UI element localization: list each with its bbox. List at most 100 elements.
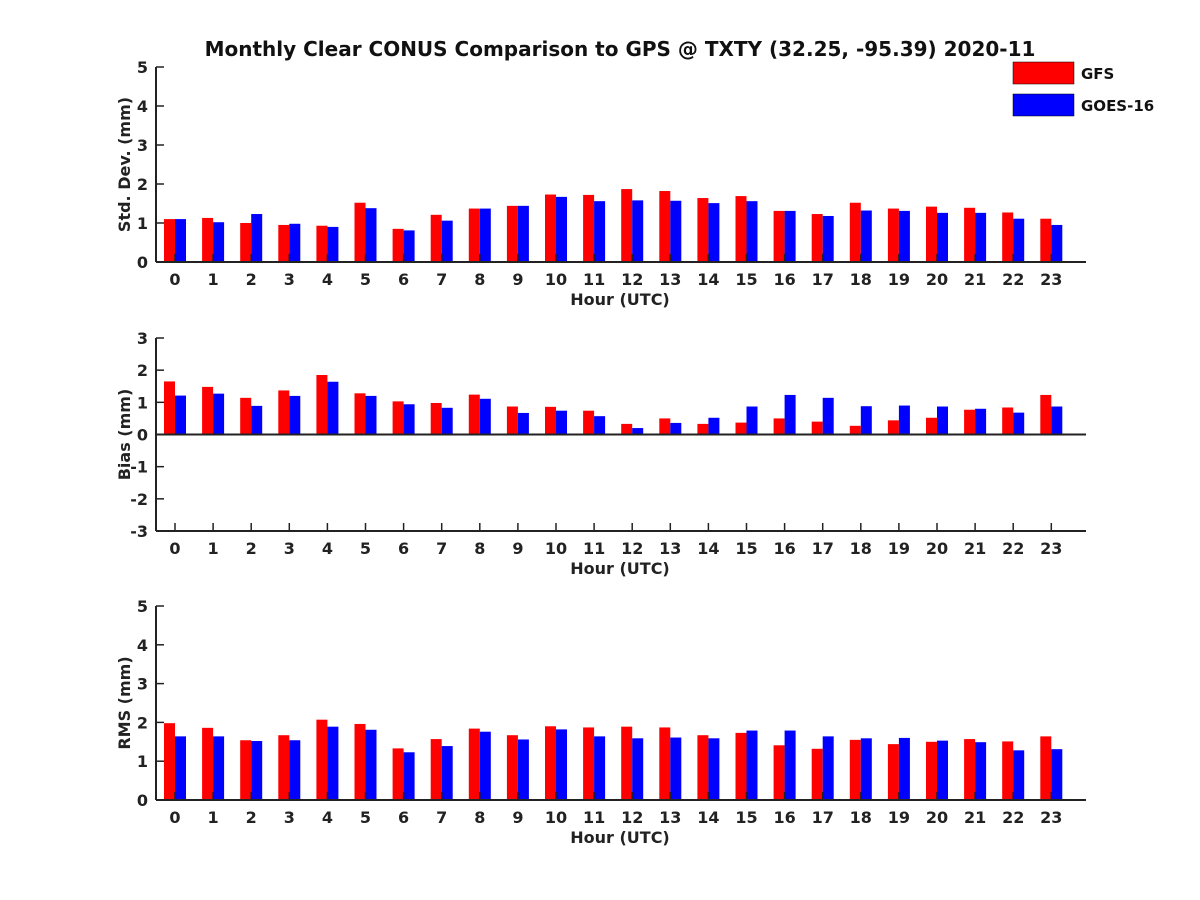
x-tick-label-std-dev-20: 20 — [926, 270, 948, 289]
y-tick-label-bias-0: -3 — [130, 522, 148, 541]
bar-bias-goes16-hour-2 — [251, 405, 263, 435]
bar-bias-gfs-hour-0 — [164, 381, 175, 435]
bar-bias-goes16-hour-5 — [365, 395, 377, 435]
bar-bias-gfs-hour-17 — [811, 421, 823, 435]
x-tick-label-std-dev-13: 13 — [659, 270, 681, 289]
bar-std-dev-goes16-hour-10 — [556, 196, 567, 262]
bar-rms-goes16-hour-18 — [860, 738, 872, 800]
bar-bias-gfs-hour-23 — [1040, 394, 1052, 435]
y-axis-label-std-dev: Std. Dev. (mm) — [115, 97, 134, 232]
y-tick-label-bias-6: 3 — [137, 329, 148, 348]
bar-std-dev-goes16-hour-17 — [822, 215, 834, 262]
bar-bias-gfs-hour-6 — [392, 401, 404, 435]
bar-bias-gfs-hour-21 — [964, 409, 976, 435]
x-tick-label-rms-3: 3 — [284, 808, 295, 827]
bar-bias-goes16-hour-14 — [708, 417, 720, 435]
x-tick-label-bias-16: 16 — [773, 539, 795, 558]
y-axis-label-rms: RMS (mm) — [115, 656, 134, 749]
x-tick-label-bias-18: 18 — [850, 539, 872, 558]
bar-std-dev-gfs-hour-19 — [887, 208, 899, 262]
bar-std-dev-gfs-hour-9 — [506, 205, 518, 262]
bar-std-dev-gfs-hour-21 — [964, 207, 976, 262]
bar-bias-gfs-hour-14 — [697, 423, 709, 435]
bar-std-dev-gfs-hour-13 — [659, 191, 671, 262]
bar-rms-gfs-hour-9 — [506, 735, 518, 800]
x-tick-label-bias-15: 15 — [735, 539, 757, 558]
bar-std-dev-gfs-hour-20 — [926, 206, 937, 262]
x-tick-label-rms-16: 16 — [773, 808, 795, 827]
bar-std-dev-goes16-hour-9 — [517, 205, 529, 262]
x-tick-label-std-dev-6: 6 — [398, 270, 409, 289]
bar-std-dev-gfs-hour-12 — [621, 189, 633, 262]
bar-rms-gfs-hour-4 — [316, 719, 328, 800]
bar-std-dev-goes16-hour-8 — [479, 208, 491, 262]
x-axis-label-bias: Hour (UTC) — [570, 559, 670, 578]
bar-bias-gfs-hour-20 — [926, 417, 937, 435]
bar-rms-goes16-hour-19 — [898, 737, 910, 800]
x-tick-label-std-dev-9: 9 — [512, 270, 523, 289]
bar-std-dev-goes16-hour-19 — [898, 210, 910, 262]
x-tick-label-rms-11: 11 — [583, 808, 605, 827]
x-tick-label-rms-15: 15 — [735, 808, 757, 827]
bar-rms-goes16-hour-14 — [708, 738, 720, 800]
bar-std-dev-gfs-hour-0 — [164, 219, 175, 262]
bar-std-dev-gfs-hour-15 — [735, 196, 747, 262]
y-tick-label-bias-3: 0 — [137, 426, 148, 445]
legend-swatch-gfs — [1012, 61, 1075, 85]
x-tick-label-bias-1: 1 — [208, 539, 219, 558]
bar-std-dev-goes16-hour-14 — [708, 203, 720, 262]
bar-rms-goes16-hour-12 — [632, 738, 644, 800]
bar-bias-goes16-hour-23 — [1051, 406, 1063, 435]
bar-rms-goes16-hour-4 — [327, 726, 339, 800]
bar-bias-goes16-hour-0 — [175, 395, 186, 435]
bar-bias-goes16-hour-6 — [403, 404, 415, 435]
y-tick-label-std-dev-5: 5 — [137, 58, 148, 77]
bar-rms-goes16-hour-11 — [594, 736, 606, 800]
bar-bias-gfs-hour-2 — [240, 397, 252, 435]
bar-rms-gfs-hour-7 — [430, 739, 442, 800]
bar-std-dev-goes16-hour-3 — [289, 223, 301, 262]
bar-rms-goes16-hour-13 — [670, 737, 682, 800]
bar-bias-goes16-hour-4 — [327, 381, 339, 435]
y-tick-label-bias-5: 2 — [137, 361, 148, 380]
bar-bias-gfs-hour-4 — [316, 374, 328, 435]
legend-label-goes16: GOES-16 — [1081, 97, 1154, 115]
x-tick-label-bias-23: 23 — [1040, 539, 1062, 558]
x-tick-label-std-dev-17: 17 — [812, 270, 834, 289]
y-tick-label-bias-1: -2 — [130, 490, 148, 509]
y-tick-label-rms-1: 1 — [137, 752, 148, 771]
x-tick-label-bias-6: 6 — [398, 539, 409, 558]
bar-rms-gfs-hour-2 — [240, 740, 252, 800]
bar-std-dev-goes16-hour-6 — [403, 230, 415, 262]
x-tick-label-bias-11: 11 — [583, 539, 605, 558]
bar-std-dev-goes16-hour-5 — [365, 208, 377, 262]
x-tick-label-rms-8: 8 — [474, 808, 485, 827]
bar-rms-goes16-hour-5 — [365, 729, 377, 800]
x-tick-label-bias-14: 14 — [697, 539, 719, 558]
bar-rms-gfs-hour-8 — [468, 728, 480, 800]
bar-bias-gfs-hour-22 — [1002, 407, 1014, 435]
bar-std-dev-goes16-hour-20 — [937, 212, 948, 262]
x-tick-label-std-dev-22: 22 — [1002, 270, 1024, 289]
bar-std-dev-goes16-hour-13 — [670, 200, 682, 262]
bar-std-dev-gfs-hour-14 — [697, 198, 709, 262]
bar-rms-gfs-hour-6 — [392, 748, 404, 800]
bar-rms-gfs-hour-14 — [697, 735, 709, 800]
bar-std-dev-goes16-hour-11 — [594, 201, 606, 262]
legend-label-gfs: GFS — [1081, 65, 1114, 83]
y-tick-label-rms-0: 0 — [137, 791, 148, 810]
bar-bias-gfs-hour-10 — [545, 406, 556, 435]
bar-std-dev-gfs-hour-10 — [545, 194, 556, 262]
x-tick-label-bias-9: 9 — [512, 539, 523, 558]
bar-rms-gfs-hour-19 — [887, 744, 899, 800]
bar-rms-gfs-hour-18 — [849, 739, 861, 800]
y-tick-label-std-dev-2: 2 — [137, 175, 148, 194]
bar-rms-gfs-hour-12 — [621, 726, 633, 800]
x-tick-label-bias-20: 20 — [926, 539, 948, 558]
bar-bias-goes16-hour-19 — [898, 405, 910, 435]
x-tick-label-rms-20: 20 — [926, 808, 948, 827]
bar-std-dev-gfs-hour-11 — [583, 194, 595, 262]
x-tick-label-rms-13: 13 — [659, 808, 681, 827]
bar-std-dev-goes16-hour-2 — [251, 214, 263, 262]
